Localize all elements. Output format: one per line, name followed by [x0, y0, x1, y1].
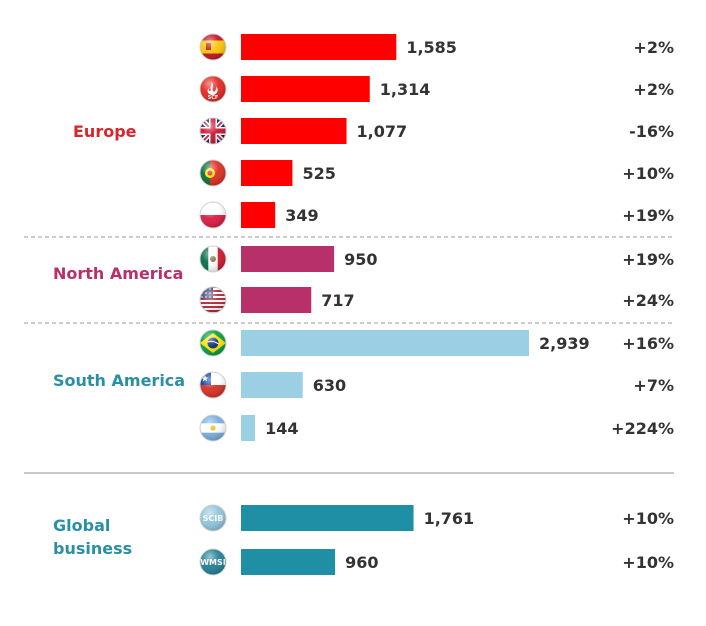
value-label: 960 — [345, 553, 378, 572]
brazil-flag-icon — [199, 329, 227, 357]
change-label: +10% — [622, 553, 674, 572]
group-label-0: Europe — [73, 122, 137, 141]
bar-row: 717 +24% — [199, 286, 674, 314]
change-label: +24% — [622, 291, 674, 310]
bar — [241, 118, 347, 144]
group-label-2: South America — [53, 371, 185, 390]
bar-row: 1,077 -16% — [199, 117, 674, 145]
bar-row: 630 +7% — [199, 371, 674, 399]
bar-row: 144 +224% — [199, 414, 674, 442]
value-label: 1,314 — [380, 80, 431, 99]
value-label: 349 — [285, 206, 318, 225]
value-label: 1,761 — [424, 509, 475, 528]
change-label: +19% — [622, 250, 674, 269]
bar-row: 349 +19% — [199, 201, 674, 229]
change-label: +7% — [633, 376, 674, 395]
mexico-flag-icon — [199, 245, 227, 273]
bar — [241, 372, 303, 398]
value-label: 1,077 — [357, 122, 408, 141]
change-label: +16% — [622, 334, 674, 353]
scib-badge-icon: SCIB — [199, 504, 227, 532]
santander-consumer-finance-icon: SCF — [199, 75, 227, 103]
bar — [241, 287, 312, 313]
bar-row: 1,585 +2% — [199, 33, 674, 61]
usa-flag-icon — [199, 286, 227, 314]
change-label: -16% — [629, 122, 674, 141]
value-label: 717 — [321, 291, 354, 310]
bar-row: SCF 1,314 +2% — [199, 75, 674, 103]
value-label: 1,585 — [406, 38, 457, 57]
spain-flag-icon — [199, 33, 227, 61]
bar — [241, 76, 370, 102]
value-label: 144 — [265, 419, 298, 438]
value-label: 630 — [313, 376, 346, 395]
change-label: +224% — [611, 419, 674, 438]
poland-flag-icon — [199, 201, 227, 229]
bar — [241, 330, 529, 356]
value-label: 2,939 — [539, 334, 590, 353]
uk-flag-icon — [199, 117, 227, 145]
bar — [241, 160, 293, 186]
value-label: 950 — [344, 250, 377, 269]
portugal-flag-icon — [199, 159, 227, 187]
bar — [241, 415, 256, 441]
change-label: +2% — [633, 38, 674, 57]
bar-row: 950 +19% — [199, 245, 674, 273]
bar-row: WMSI 960 +10% — [199, 548, 674, 576]
bar — [241, 202, 276, 228]
bar — [241, 246, 335, 272]
group-label-1: North America — [53, 264, 183, 283]
change-label: +10% — [622, 164, 674, 183]
argentina-flag-icon — [199, 414, 227, 442]
change-label: +10% — [622, 509, 674, 528]
value-label: 525 — [302, 164, 335, 183]
change-label: +2% — [633, 80, 674, 99]
change-label: +19% — [622, 206, 674, 225]
bar-row: SCIB 1,761 +10% — [199, 504, 674, 532]
wmsi-badge-icon: WMSI — [199, 548, 227, 576]
bar-row: 2,939 +16% — [199, 329, 674, 357]
bar — [241, 549, 336, 575]
bar — [241, 34, 397, 60]
chile-flag-icon — [199, 371, 227, 399]
group-label-3: Global business — [53, 516, 132, 558]
bar — [241, 505, 414, 531]
bar-row: 525 +10% — [199, 159, 674, 187]
